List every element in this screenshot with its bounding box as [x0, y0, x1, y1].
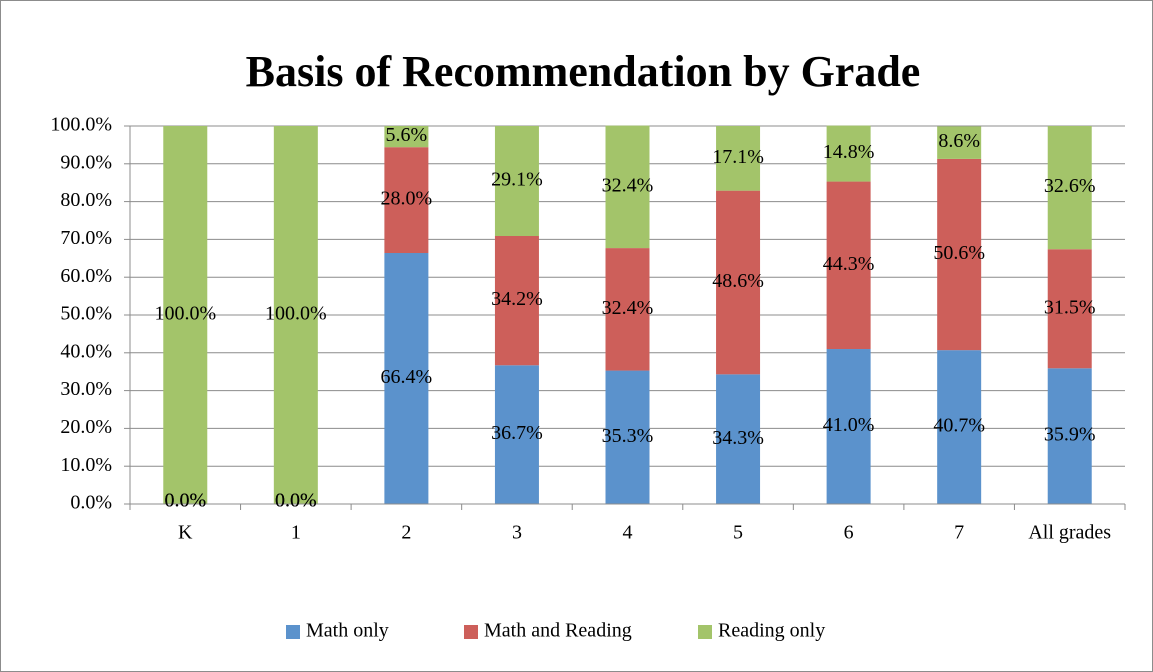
- bar-segment: [1047, 126, 1092, 250]
- data-label: 41.0%: [823, 414, 875, 436]
- bar-segment: [826, 125, 871, 182]
- y-tick-label: 0.0%: [70, 492, 112, 514]
- x-tick-label: 3: [512, 522, 522, 544]
- data-label: 32.4%: [602, 297, 654, 319]
- data-label: 50.6%: [933, 242, 985, 264]
- data-label: 35.9%: [1044, 424, 1096, 446]
- x-tick-label: 6: [844, 522, 854, 544]
- x-tick-label: 2: [401, 522, 411, 544]
- bar-segment: [716, 190, 761, 375]
- chart-title: Basis of Recommendation by Grade: [246, 47, 921, 96]
- data-label: 14.8%: [823, 141, 875, 163]
- data-label: 44.3%: [823, 253, 875, 275]
- y-tick-label: 30.0%: [60, 378, 112, 400]
- bar-segment: [826, 181, 871, 350]
- data-label: 8.6%: [938, 130, 980, 152]
- data-label: 32.4%: [602, 174, 654, 196]
- data-label: 66.4%: [381, 366, 433, 388]
- data-label: 48.6%: [712, 270, 764, 292]
- legend-swatch: [464, 625, 478, 639]
- bar-segment: [384, 253, 429, 504]
- bar-segment: [605, 125, 650, 249]
- legend-label: Reading only: [718, 620, 825, 642]
- y-tick-label: 80.0%: [60, 189, 112, 211]
- data-label: 34.2%: [491, 288, 543, 310]
- data-label: 100.0%: [265, 303, 327, 325]
- y-tick-label: 10.0%: [60, 454, 112, 476]
- data-label: 0.0%: [275, 490, 317, 512]
- x-tick-label: All grades: [1028, 522, 1111, 544]
- data-label: 28.0%: [381, 188, 433, 210]
- bar-segment: [937, 350, 982, 504]
- bar-segment: [937, 158, 982, 351]
- data-label: 0.0%: [275, 490, 317, 512]
- legend-swatch: [698, 625, 712, 639]
- y-tick-label: 60.0%: [60, 265, 112, 287]
- data-label: 40.7%: [933, 415, 985, 437]
- data-label: 17.1%: [712, 146, 764, 168]
- y-tick-label: 70.0%: [60, 227, 112, 249]
- y-tick-label: 50.0%: [60, 303, 112, 325]
- data-label: 35.3%: [602, 425, 654, 447]
- x-tick-label: 1: [291, 522, 301, 544]
- x-tick-label: K: [178, 522, 193, 544]
- data-label: 36.7%: [491, 422, 543, 444]
- bar-segment: [826, 349, 871, 504]
- bar-segment: [163, 126, 208, 504]
- y-tick-label: 40.0%: [60, 340, 112, 362]
- data-label: 0.0%: [164, 490, 206, 512]
- data-label: 29.1%: [491, 169, 543, 191]
- x-tick-label: 5: [733, 522, 743, 544]
- bar-segment: [384, 147, 429, 254]
- bar-segment: [273, 126, 318, 504]
- data-label: 31.5%: [1044, 296, 1096, 318]
- x-tick-label: 7: [954, 522, 964, 544]
- bar-segment: [605, 248, 650, 371]
- data-label: 0.0%: [164, 490, 206, 512]
- y-tick-label: 20.0%: [60, 416, 112, 438]
- data-label: 5.6%: [386, 124, 428, 146]
- bar-segment: [494, 126, 539, 236]
- legend-label: Math only: [306, 620, 389, 642]
- bar-segment: [1047, 249, 1092, 369]
- bar-segment: [494, 365, 539, 504]
- bar-segment: [384, 126, 429, 148]
- y-tick-label: 100.0%: [50, 114, 112, 136]
- bar-segment: [494, 235, 539, 366]
- data-label: 32.6%: [1044, 175, 1096, 197]
- data-label: 100.0%: [154, 303, 216, 325]
- x-tick-label: 4: [623, 522, 633, 544]
- data-label: 34.3%: [712, 427, 764, 449]
- y-tick-label: 90.0%: [60, 151, 112, 173]
- legend-swatch: [286, 625, 300, 639]
- bar-segment: [605, 370, 650, 504]
- bar-segment: [716, 374, 761, 504]
- bar-segment: [937, 126, 982, 159]
- legend-label: Math and Reading: [484, 620, 632, 642]
- bar-segment: [716, 126, 761, 191]
- bar-segment: [1047, 368, 1092, 504]
